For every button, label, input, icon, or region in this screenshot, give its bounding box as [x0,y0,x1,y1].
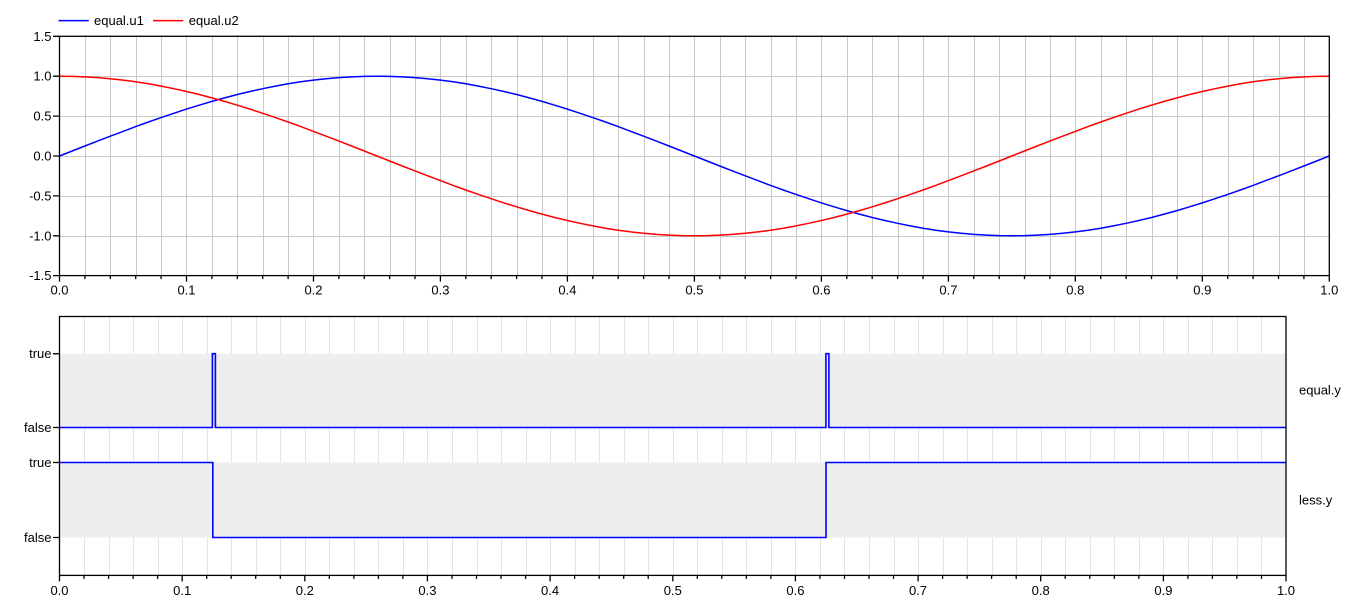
svg-text:1.0: 1.0 [1277,583,1295,598]
svg-text:true: true [29,455,51,470]
svg-text:0.0: 0.0 [50,283,68,298]
svg-text:false: false [24,530,51,545]
svg-text:0.5: 0.5 [33,109,51,124]
svg-text:equal.u1: equal.u1 [94,13,144,28]
svg-text:-0.5: -0.5 [29,188,51,203]
svg-text:0.1: 0.1 [177,283,195,298]
svg-text:0.8: 0.8 [1066,283,1084,298]
svg-text:0.3: 0.3 [418,583,436,598]
svg-text:0.6: 0.6 [812,283,830,298]
svg-text:0.0: 0.0 [50,583,68,598]
svg-text:0.9: 0.9 [1193,283,1211,298]
svg-text:0.2: 0.2 [296,583,314,598]
svg-text:0.1: 0.1 [173,583,191,598]
svg-text:less.y: less.y [1299,493,1333,508]
svg-text:equal.u2: equal.u2 [189,13,239,28]
svg-text:0.0: 0.0 [33,149,51,164]
svg-text:0.5: 0.5 [685,283,703,298]
svg-text:1.0: 1.0 [33,69,51,84]
svg-text:0.7: 0.7 [939,283,957,298]
svg-text:true: true [29,346,51,361]
svg-text:false: false [24,420,51,435]
svg-text:0.6: 0.6 [786,583,804,598]
svg-text:-1.0: -1.0 [29,228,51,243]
svg-text:0.4: 0.4 [541,583,559,598]
svg-text:equal.y: equal.y [1299,383,1341,398]
svg-text:0.2: 0.2 [304,283,322,298]
svg-text:0.3: 0.3 [431,283,449,298]
svg-text:1.0: 1.0 [1320,283,1338,298]
svg-text:-1.5: -1.5 [29,268,51,283]
svg-text:0.8: 0.8 [1032,583,1050,598]
svg-text:0.7: 0.7 [909,583,927,598]
svg-text:0.5: 0.5 [664,583,682,598]
svg-text:1.5: 1.5 [33,29,51,44]
svg-text:0.4: 0.4 [558,283,576,298]
svg-text:0.9: 0.9 [1154,583,1172,598]
